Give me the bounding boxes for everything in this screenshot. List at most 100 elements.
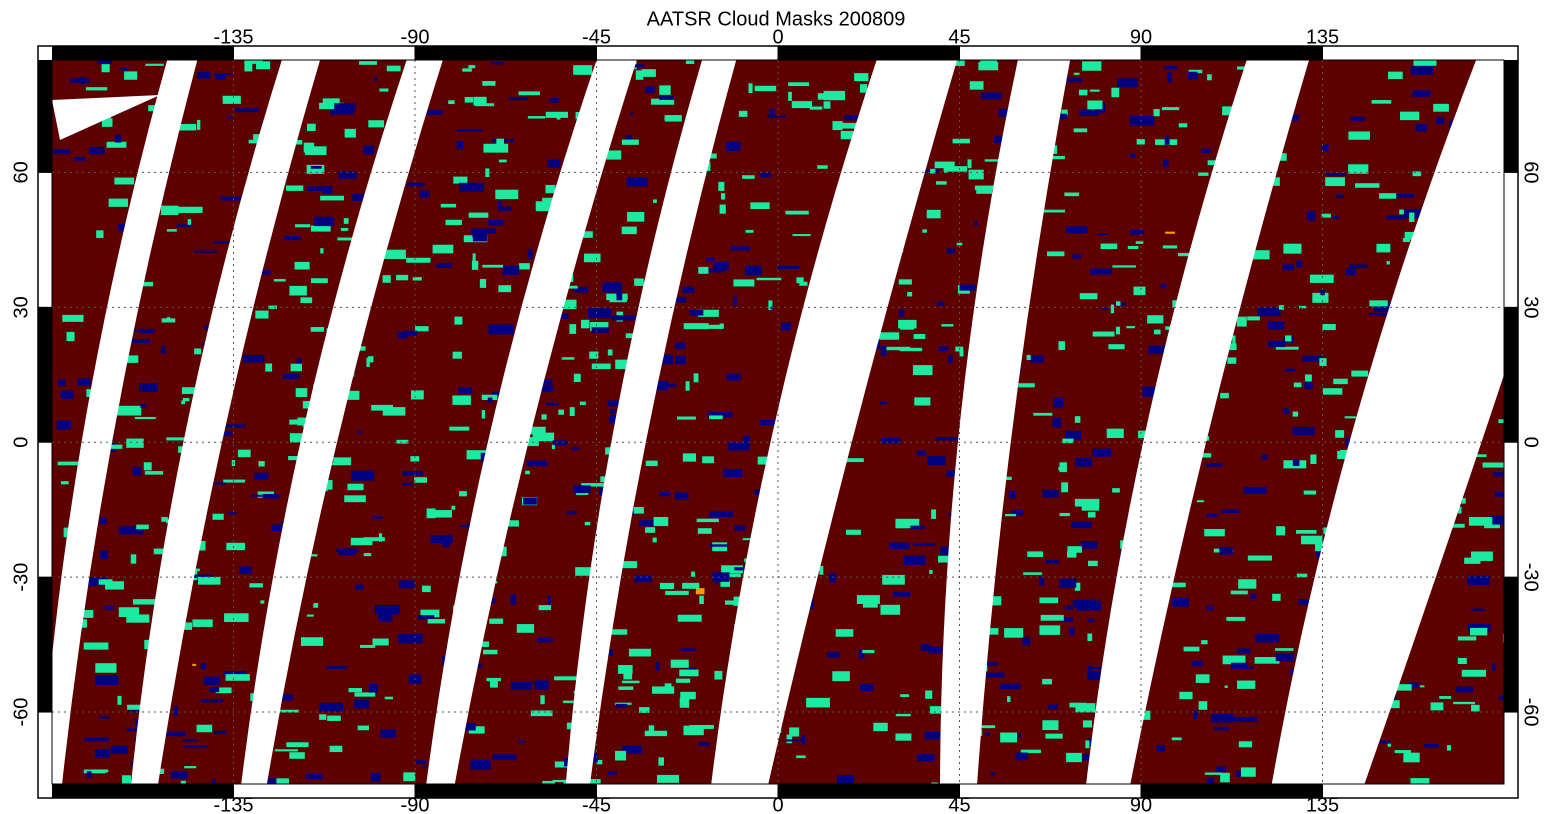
cloud-speckle bbox=[1420, 685, 1425, 687]
cloud-speckle bbox=[1088, 665, 1091, 672]
cloud-speckle bbox=[976, 190, 992, 194]
cloud-speckle bbox=[1071, 522, 1091, 529]
cloud-speckle bbox=[1128, 246, 1139, 249]
cloud-speckle bbox=[305, 146, 327, 155]
frame-bar bbox=[38, 60, 52, 172]
cloud-speckle bbox=[569, 324, 576, 334]
cloud-speckle bbox=[913, 365, 933, 375]
cloud-speckle bbox=[398, 332, 408, 338]
cloud-speckle bbox=[817, 165, 827, 169]
cloud-speckle bbox=[127, 728, 138, 731]
cloud-speckle bbox=[634, 576, 651, 583]
cloud-speckle bbox=[1000, 733, 1017, 743]
cloud-speckle bbox=[1310, 275, 1334, 283]
cloud-speckle bbox=[608, 349, 613, 355]
cloud-speckle bbox=[1074, 73, 1080, 75]
cloud-speckle bbox=[301, 637, 323, 646]
y-tick-label: 0 bbox=[10, 437, 32, 448]
cloud-speckle bbox=[330, 746, 343, 752]
cloud-speckle bbox=[546, 112, 568, 118]
cloud-speckle bbox=[445, 220, 461, 225]
cloud-speckle bbox=[311, 226, 331, 232]
cloud-speckle bbox=[337, 238, 352, 241]
cloud-speckle bbox=[683, 453, 696, 461]
cloud-speckle bbox=[1307, 211, 1315, 220]
cloud-speckle bbox=[482, 81, 495, 86]
cloud-speckle bbox=[1345, 416, 1356, 418]
cloud-speckle bbox=[313, 603, 318, 608]
cloud-speckle bbox=[1310, 454, 1316, 464]
cloud-speckle bbox=[931, 509, 936, 518]
cloud-speckle bbox=[289, 752, 305, 759]
cloud-speckle bbox=[563, 701, 574, 704]
cloud-speckle bbox=[899, 279, 912, 284]
cloud-speckle bbox=[263, 494, 279, 499]
cloud-speckle bbox=[1059, 513, 1069, 516]
cloud-speckle bbox=[70, 78, 89, 82]
cloud-speckle bbox=[785, 211, 808, 215]
cloud-speckle bbox=[286, 185, 303, 190]
cloud-speckle bbox=[354, 700, 369, 709]
cloud-speckle bbox=[1116, 327, 1120, 335]
cloud-speckle bbox=[396, 440, 408, 444]
cloud-speckle bbox=[1239, 741, 1252, 747]
cloud-speckle bbox=[472, 261, 478, 270]
cloud-speckle bbox=[255, 311, 268, 319]
cloud-speckle bbox=[1090, 269, 1112, 275]
cloud-speckle bbox=[311, 278, 328, 283]
cloud-speckle bbox=[660, 583, 674, 589]
cloud-speckle bbox=[573, 65, 592, 75]
cloud-speckle bbox=[1073, 600, 1096, 608]
cloud-speckle bbox=[585, 522, 591, 525]
cloud-speckle bbox=[1074, 128, 1088, 132]
cloud-speckle bbox=[1042, 679, 1052, 685]
cloud-speckle bbox=[214, 731, 227, 734]
cloud-speckle bbox=[792, 234, 810, 236]
cloud-speckle bbox=[778, 266, 799, 269]
cloud-speckle bbox=[1336, 195, 1344, 199]
cloud-speckle bbox=[1237, 317, 1247, 327]
cloud-speckle bbox=[1188, 72, 1198, 80]
cloud-speckle bbox=[145, 64, 163, 66]
cloud-speckle bbox=[927, 210, 941, 218]
cloud-speckle bbox=[1349, 265, 1368, 269]
cloud-speckle bbox=[1379, 193, 1396, 199]
cloud-speckle bbox=[546, 403, 559, 406]
cloud-speckle bbox=[646, 461, 658, 466]
cloud-speckle bbox=[442, 543, 449, 548]
cloud-speckle bbox=[399, 580, 414, 588]
cloud-speckle bbox=[371, 773, 381, 781]
cloud-speckle bbox=[201, 663, 206, 669]
cloud-speckle bbox=[486, 678, 501, 681]
cloud-speckle bbox=[135, 417, 156, 419]
cloud-speckle bbox=[653, 538, 657, 543]
cloud-speckle bbox=[1064, 193, 1079, 197]
cloud-speckle bbox=[462, 68, 472, 71]
cloud-speckle bbox=[523, 497, 537, 504]
cloud-speckle bbox=[480, 279, 486, 288]
cloud-speckle bbox=[1262, 455, 1268, 460]
cloud-speckle bbox=[162, 318, 176, 322]
cloud-speckle bbox=[957, 243, 963, 246]
cloud-speckle bbox=[1075, 703, 1095, 712]
cloud-speckle bbox=[91, 769, 109, 772]
cloud-speckle bbox=[1165, 232, 1175, 234]
cloud-speckle bbox=[929, 647, 942, 654]
cloud-speckle bbox=[1226, 617, 1245, 621]
cloud-speckle bbox=[161, 206, 179, 215]
cloud-speckle bbox=[1016, 753, 1028, 761]
cloud-speckle bbox=[1220, 393, 1229, 398]
cloud-speckle bbox=[396, 275, 408, 280]
cloud-speckle bbox=[877, 332, 899, 339]
cloud-speckle bbox=[1231, 591, 1248, 595]
cloud-speckle bbox=[1196, 674, 1210, 683]
cloud-speckle bbox=[141, 404, 147, 408]
cloud-speckle bbox=[1065, 606, 1073, 610]
cloud-speckle bbox=[1464, 558, 1480, 564]
cloud-speckle bbox=[368, 120, 384, 127]
y-tick-label: 30 bbox=[1520, 296, 1542, 318]
cloud-speckle bbox=[1043, 210, 1065, 213]
cloud-speckle bbox=[383, 275, 391, 283]
cloud-speckle bbox=[381, 729, 397, 737]
cloud-speckle bbox=[1403, 753, 1419, 763]
